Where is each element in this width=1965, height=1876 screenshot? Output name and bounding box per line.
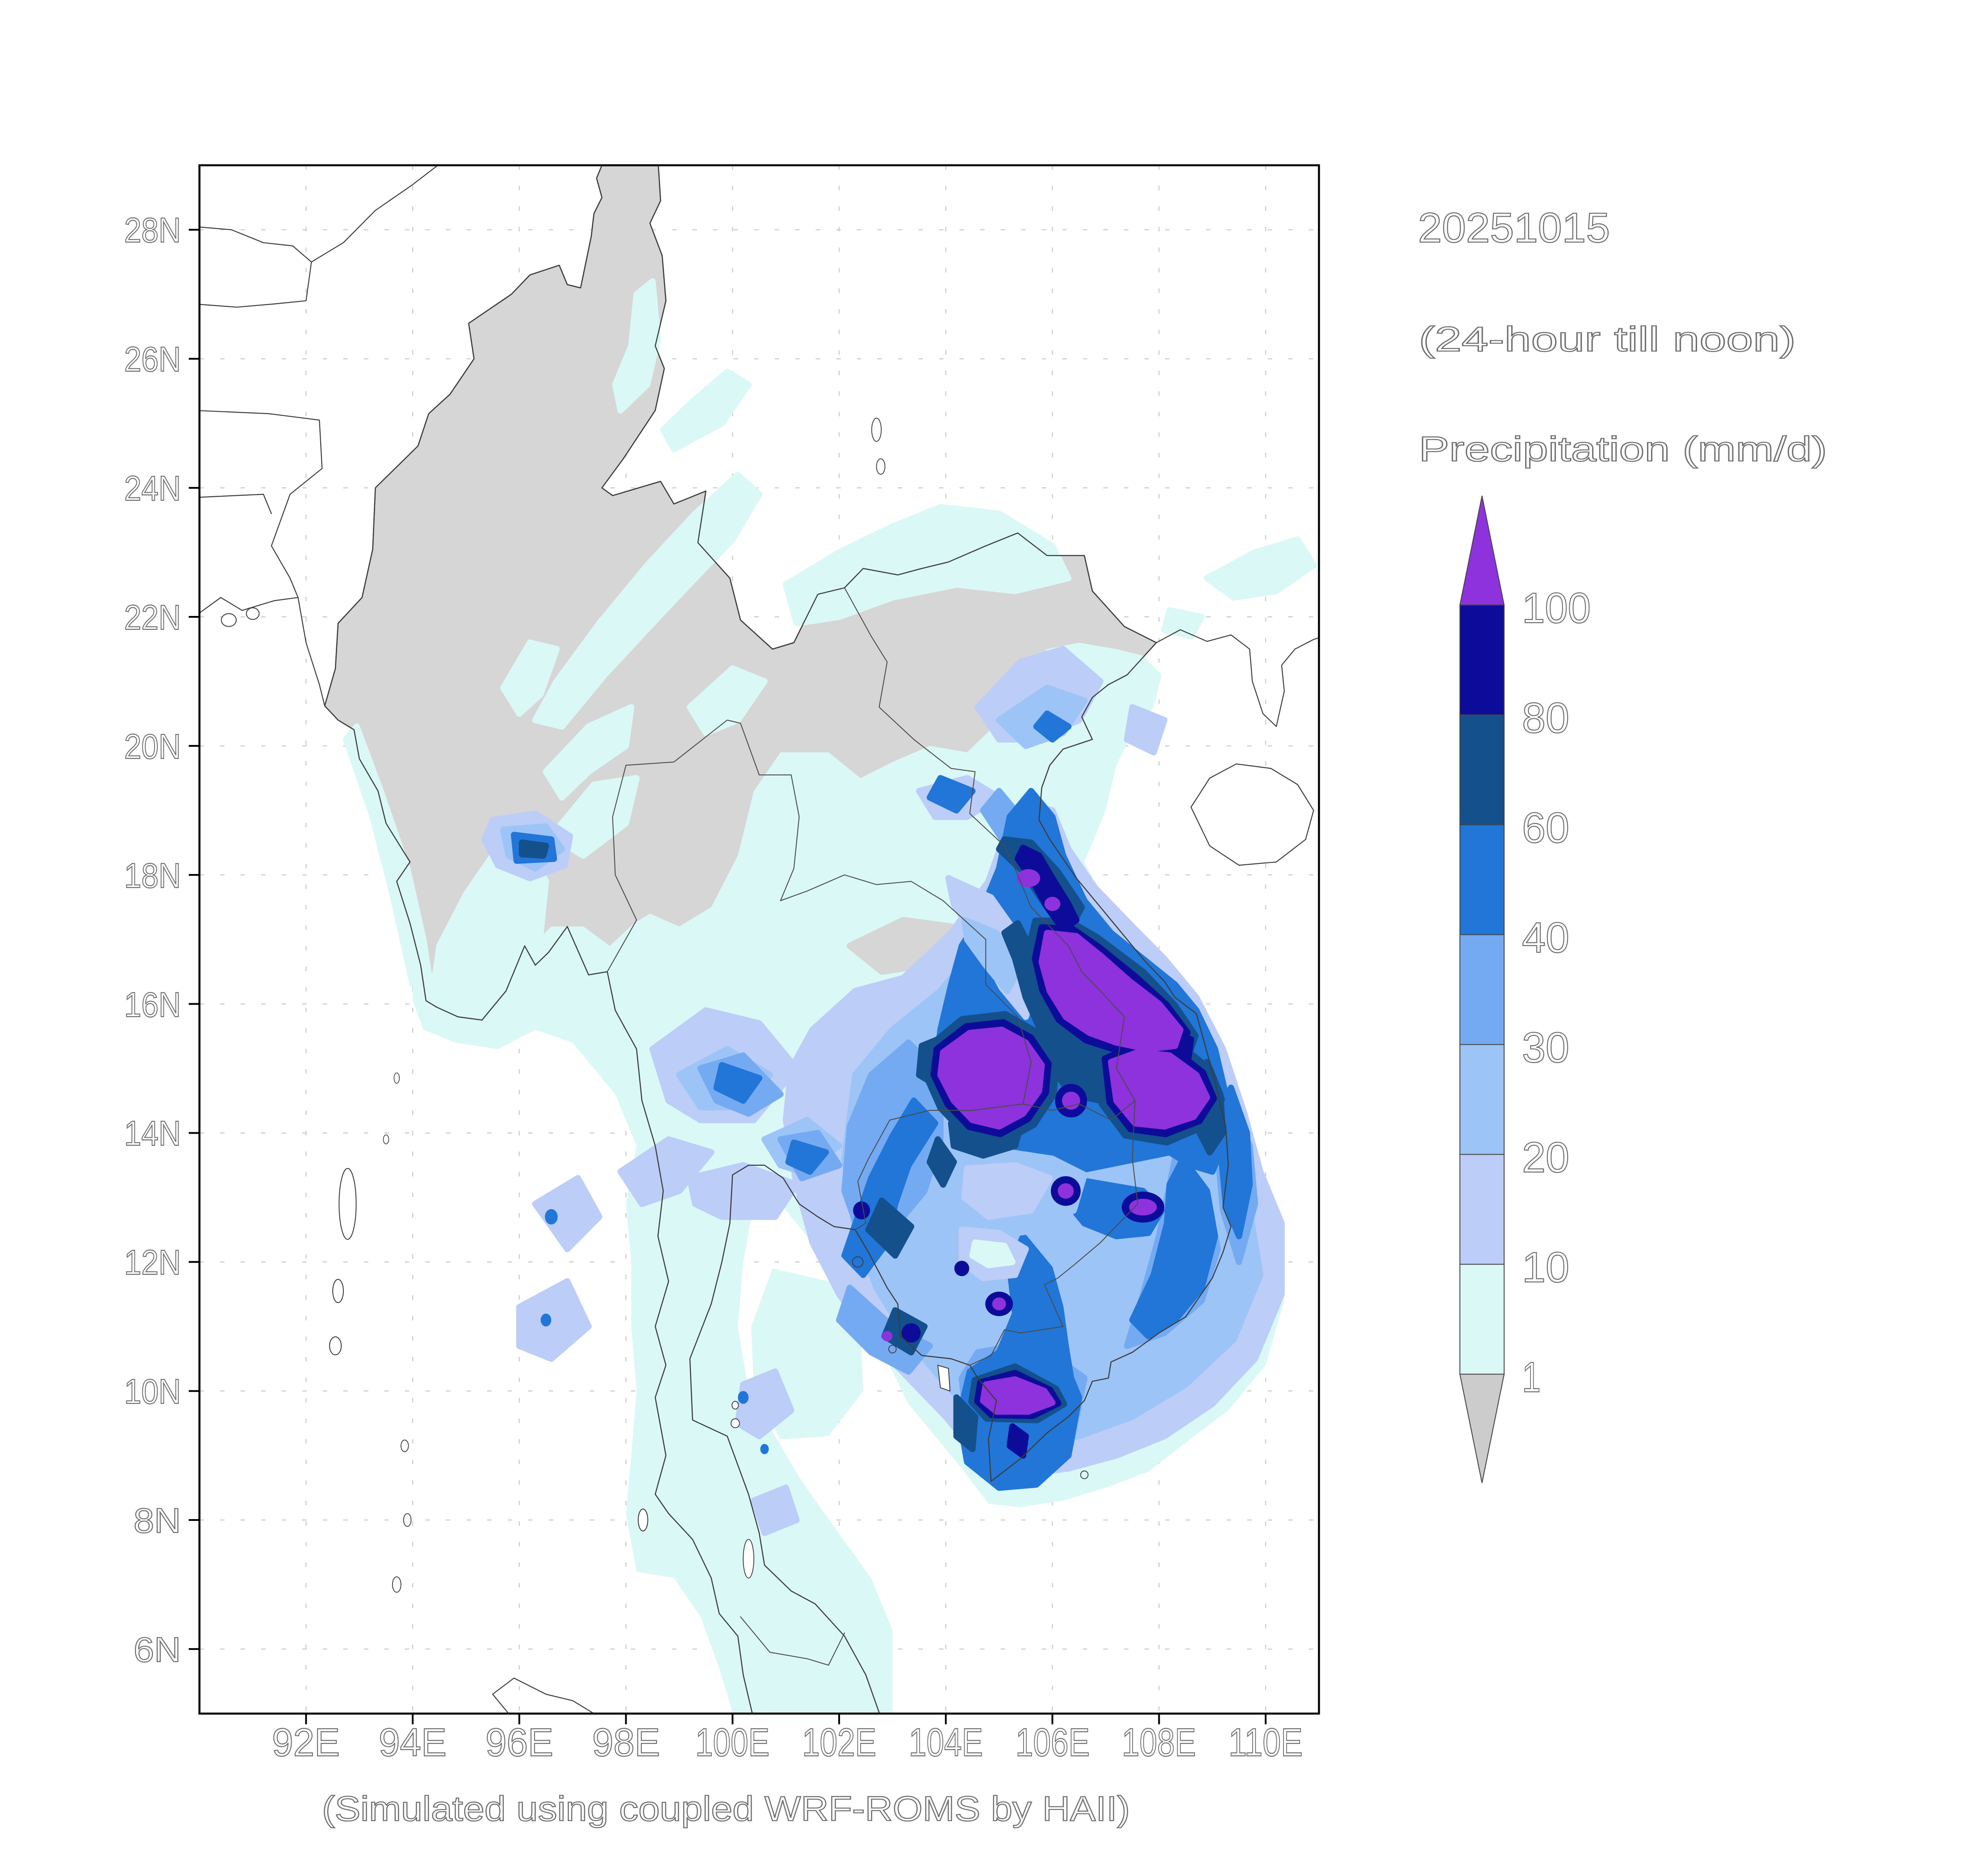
- svg-text:28N: 28N: [124, 210, 181, 250]
- svg-text:108E: 108E: [1122, 1720, 1196, 1764]
- svg-text:100E: 100E: [695, 1720, 769, 1764]
- svg-text:24N: 24N: [124, 469, 181, 508]
- svg-text:18N: 18N: [124, 856, 181, 895]
- svg-text:60: 60: [1522, 804, 1569, 852]
- svg-text:106E: 106E: [1016, 1720, 1090, 1764]
- svg-text:20: 20: [1522, 1134, 1569, 1181]
- svg-text:96E: 96E: [485, 1720, 553, 1764]
- svg-text:14N: 14N: [124, 1114, 181, 1153]
- svg-text:22N: 22N: [124, 598, 181, 637]
- svg-text:12N: 12N: [124, 1243, 181, 1282]
- svg-text:1: 1: [1522, 1353, 1541, 1401]
- svg-text:8N: 8N: [134, 1501, 181, 1540]
- svg-text:102E: 102E: [802, 1720, 876, 1764]
- svg-text:30: 30: [1522, 1024, 1569, 1072]
- svg-text:40: 40: [1522, 914, 1569, 962]
- svg-text:104E: 104E: [909, 1720, 983, 1764]
- svg-text:94E: 94E: [379, 1720, 447, 1764]
- svg-text:10: 10: [1522, 1244, 1569, 1291]
- svg-text:(Simulated using coupled WRF-R: (Simulated using coupled WRF-ROMS by HAI…: [322, 1789, 1130, 1828]
- svg-text:110E: 110E: [1229, 1720, 1303, 1764]
- svg-text:20251015: 20251015: [1418, 204, 1610, 251]
- svg-text:100: 100: [1522, 584, 1591, 632]
- svg-text:Precipitation (mm/d): Precipitation (mm/d): [1419, 429, 1827, 469]
- svg-text:(24-hour till noon): (24-hour till noon): [1419, 319, 1796, 359]
- svg-text:92E: 92E: [272, 1720, 340, 1764]
- svg-text:26N: 26N: [124, 339, 181, 379]
- svg-text:98E: 98E: [592, 1720, 660, 1764]
- svg-text:16N: 16N: [124, 985, 181, 1024]
- svg-text:20N: 20N: [124, 727, 181, 766]
- svg-text:10N: 10N: [124, 1372, 181, 1411]
- svg-text:6N: 6N: [134, 1630, 181, 1669]
- svg-text:80: 80: [1522, 694, 1569, 742]
